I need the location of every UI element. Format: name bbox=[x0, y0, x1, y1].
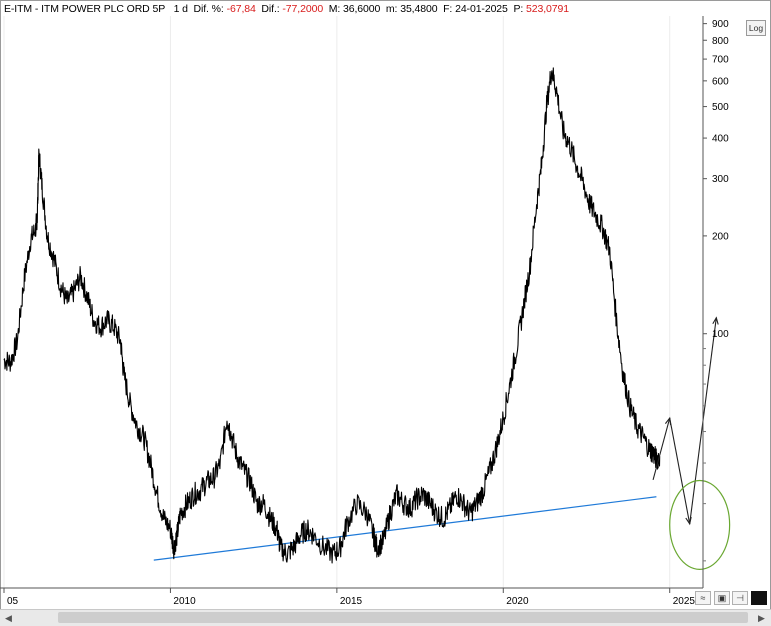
dif-pct-value: -67,84 bbox=[226, 3, 256, 15]
price-layer bbox=[3, 67, 661, 564]
x-tick-label: 2015 bbox=[340, 596, 363, 607]
projection-segment bbox=[652, 417, 671, 481]
y-tick-label: 400 bbox=[712, 134, 729, 145]
target-zone-ellipse bbox=[669, 479, 731, 570]
color-swatch-icon[interactable] bbox=[751, 591, 767, 605]
y-tick-label: 600 bbox=[712, 76, 729, 87]
x-tick-label: 2010 bbox=[173, 596, 196, 607]
price-value: 523,0791 bbox=[526, 3, 569, 15]
x-tick-label: 05 bbox=[7, 596, 19, 607]
y-tick-label: 200 bbox=[712, 231, 729, 242]
log-scale-button[interactable]: Log bbox=[746, 20, 766, 36]
horizontal-scrollbar[interactable]: ◀ ▶ bbox=[0, 609, 771, 626]
projection-arrowhead bbox=[712, 316, 719, 325]
pin-icon[interactable]: ⊣ bbox=[732, 591, 748, 605]
scroll-left-icon[interactable]: ◀ bbox=[5, 613, 12, 623]
scroll-thumb[interactable] bbox=[58, 612, 748, 623]
scroll-right-icon[interactable]: ▶ bbox=[758, 613, 765, 623]
x-tick-label: 2020 bbox=[506, 596, 529, 607]
x-tick-label: 2025 bbox=[673, 596, 696, 607]
price-series-line bbox=[3, 67, 661, 564]
support-trendline bbox=[153, 496, 657, 561]
dif-pct-label: Dif. %: bbox=[193, 3, 224, 15]
dif-value: -77,2000 bbox=[282, 3, 324, 15]
y-tick-label: 900 bbox=[712, 19, 729, 30]
grid-layer bbox=[3, 16, 671, 588]
y-tick-label: 300 bbox=[712, 174, 729, 185]
projection-layer bbox=[652, 316, 731, 570]
y-tick-label: 100 bbox=[712, 329, 729, 340]
date-label: F: bbox=[443, 3, 453, 15]
chart-header: E-ITM - ITM POWER PLC ORD 5P 1 d Dif. %:… bbox=[4, 3, 569, 15]
max-label: M: bbox=[328, 3, 341, 15]
period-label: 1 d bbox=[173, 3, 188, 15]
max-value: 36,6000 bbox=[343, 3, 381, 15]
zoom-icon[interactable]: ≈ bbox=[695, 591, 711, 605]
date-value: 24-01-2025 bbox=[455, 3, 508, 15]
projection-segment bbox=[669, 417, 691, 524]
save-icon[interactable]: ▣ bbox=[714, 591, 730, 605]
price-label: P: bbox=[513, 3, 524, 15]
symbol-title: E-ITM - ITM POWER PLC ORD 5P bbox=[4, 3, 166, 15]
support-layer bbox=[153, 496, 657, 561]
y-tick-label: 500 bbox=[712, 102, 729, 113]
min-value: 35,4800 bbox=[400, 3, 438, 15]
dif-label: Dif.: bbox=[261, 3, 280, 15]
y-tick-label: 700 bbox=[712, 55, 729, 66]
axis-layer: 900 800 700 600 500 400 300 200 100 05 2010 2015 202… bbox=[0, 16, 729, 607]
y-tick-label: 800 bbox=[712, 36, 729, 47]
min-label: m: bbox=[385, 3, 398, 15]
